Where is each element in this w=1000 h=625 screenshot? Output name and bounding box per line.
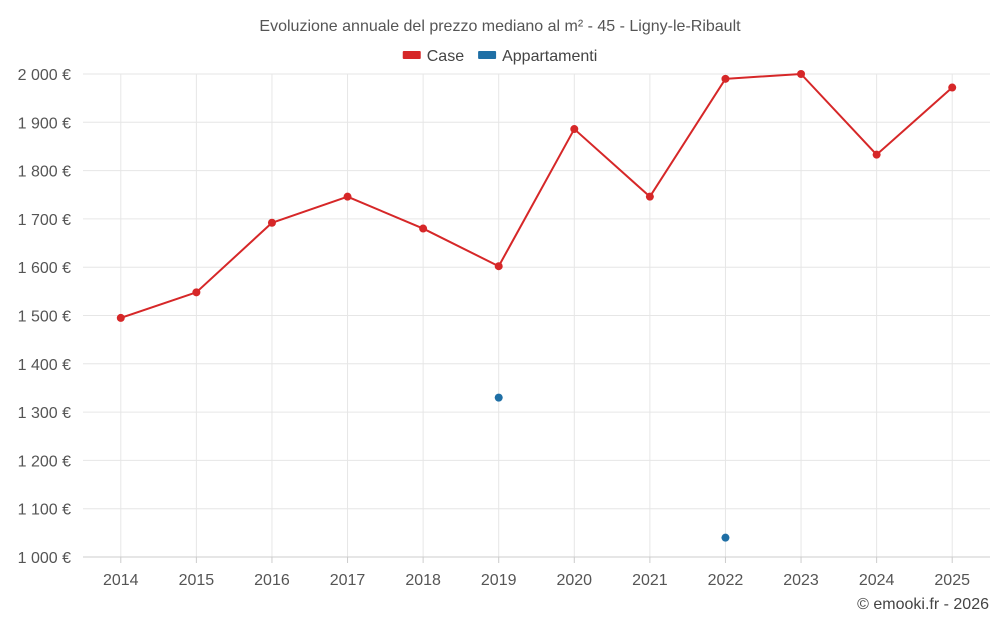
data-point-case-2023[interactable] [797,70,806,78]
legend-item-case[interactable]: Case [402,48,464,65]
y-tick-label: 1 600 € [18,260,71,277]
x-tick-label: 2020 [556,572,592,589]
data-point-case-2025[interactable] [948,83,957,92]
x-tick-label: 2017 [330,572,366,589]
series-layer [116,70,957,542]
x-tick-label: 2023 [783,572,819,589]
y-tick-label: 1 300 € [18,405,71,422]
data-point-case-2024[interactable] [872,150,881,159]
x-tick-label: 2019 [481,572,517,589]
chart-title: Evoluzione annuale del prezzo mediano al… [259,18,741,35]
legend-item-appartamenti[interactable]: Appartamenti [478,48,597,65]
y-tick-label: 1 400 € [18,357,71,374]
data-point-case-2019[interactable] [494,262,503,271]
credit-text: © emooki.fr - 2026 [857,596,989,613]
x-tick-label: 2014 [103,572,139,589]
data-point-case-2021[interactable] [645,192,654,201]
y-tick-label: 1 100 € [18,502,71,519]
data-point-appartamenti-2019[interactable] [494,393,503,402]
legend-label: Case [427,48,464,65]
data-point-case-2014[interactable] [116,313,125,322]
x-tick-label: 2015 [179,572,215,589]
data-point-case-2020[interactable] [570,125,579,134]
data-point-appartamenti-2022[interactable] [721,533,730,542]
axes: 1 000 € 1 100 € 1 200 € 1 300 € 1 400 € 1 500… [18,67,990,589]
y-tick-label: 2 000 € [18,67,71,84]
data-point-case-2015[interactable] [192,288,201,297]
x-tick-label: 2025 [934,572,970,589]
data-point-case-2017[interactable] [343,192,352,201]
x-tick-label: 2016 [254,572,290,589]
legend[interactable]: Case Appartamenti [402,48,598,65]
data-point-case-2022[interactable] [721,74,730,83]
series-appartamenti [494,393,730,542]
y-tick-label: 1 000 € [18,550,71,567]
data-point-case-2018[interactable] [419,224,428,233]
y-tick-label: 1 700 € [18,212,71,229]
legend-swatch [478,51,497,59]
x-tick-label: 2018 [405,572,441,589]
y-tick-label: 1 200 € [18,453,71,470]
y-tick-label: 1 800 € [18,164,71,181]
legend-label: Appartamenti [502,48,597,65]
gridlines [83,73,990,558]
y-tick-label: 1 500 € [18,309,71,326]
series-line-case [120,73,953,319]
x-tick-label: 2022 [708,572,744,589]
legend-swatch [402,51,421,59]
y-tick-label: 1 900 € [18,115,71,132]
series-case [116,70,957,322]
data-point-case-2016[interactable] [267,218,276,227]
x-tick-label: 2021 [632,572,668,589]
x-tick-label: 2024 [859,572,895,589]
